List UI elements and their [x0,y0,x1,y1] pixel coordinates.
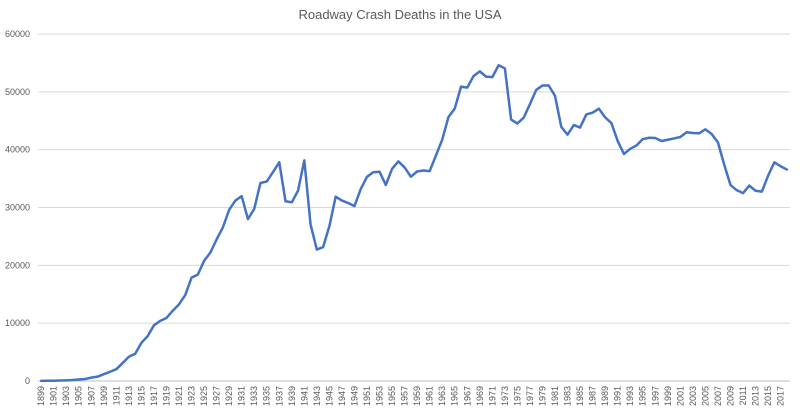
x-tick-label: 1957 [400,386,410,406]
x-tick-label: 1947 [337,386,347,406]
x-tick-label: 1953 [375,386,385,406]
x-tick-label: 1959 [412,386,422,406]
x-tick-label: 1943 [312,386,322,406]
x-tick-label: 1995 [638,386,648,406]
x-tick-label: 2005 [700,386,710,406]
x-tick-label: 2001 [675,386,685,406]
x-tick-label: 1949 [349,386,359,406]
x-tick-label: 2017 [776,386,786,406]
x-tick-label: 1913 [124,386,134,406]
x-tick-label: 2015 [763,386,773,406]
x-tick-label: 1931 [237,386,247,406]
x-tick-label: 2011 [738,386,748,405]
x-tick-label: 1955 [387,386,397,406]
x-tick-label: 1999 [663,386,673,406]
x-tick-label: 1923 [187,386,197,406]
x-tick-label: 1965 [450,386,460,406]
x-tick-label: 1967 [462,386,472,406]
x-tick-label: 1973 [500,386,510,406]
y-tick-label: 20000 [5,260,30,270]
x-tick-label: 1935 [262,386,272,406]
y-tick-label: 40000 [5,145,30,155]
x-tick-label: 1919 [161,386,171,406]
x-tick-label: 1979 [537,386,547,406]
x-tick-label: 1985 [575,386,585,406]
x-tick-label: 1901 [49,386,59,406]
x-tick-label: 1905 [74,386,84,406]
x-tick-label: 1977 [525,386,535,406]
x-tick-label: 1907 [86,386,96,406]
x-tick-label: 1903 [61,386,71,406]
x-tick-label: 1993 [625,386,635,406]
x-tick-label: 1909 [99,386,109,406]
x-tick-label: 1941 [299,386,309,406]
x-tick-label: 1989 [600,386,610,406]
x-tick-label: 1911 [111,386,121,405]
line-series [39,64,789,383]
x-tick-label: 1915 [136,386,146,406]
chart-title: Roadway Crash Deaths in the USA [298,7,501,22]
x-tick-label: 1933 [249,386,259,406]
x-tick-label: 1997 [650,386,660,406]
y-tick-label: 50000 [5,87,30,97]
x-tick-label: 1929 [224,386,234,406]
y-tick-label: 30000 [5,203,30,213]
x-tick-label: 1927 [212,386,222,406]
x-tick-label: 1917 [149,386,159,406]
x-tick-label: 2009 [725,386,735,406]
x-tick-label: 1983 [563,386,573,406]
y-tick-label: 0 [25,376,30,386]
x-tick-label: 2003 [688,386,698,406]
x-tick-label: 1925 [199,386,209,406]
x-tick-label: 1939 [287,386,297,406]
x-tick-label: 2013 [751,386,761,406]
x-tick-label: 1963 [437,386,447,406]
x-tick-label: 1945 [324,386,334,406]
y-tick-label: 60000 [5,29,30,39]
x-tick-label: 1921 [174,386,184,406]
x-tick-label: 1899 [36,386,46,406]
y-tick-label: 10000 [5,318,30,328]
x-tick-label: 1937 [274,386,284,406]
x-tick-label: 1987 [588,386,598,406]
x-tick-label: 1991 [613,386,623,406]
x-tick-label: 1971 [487,386,497,406]
x-tick-label: 1975 [512,386,522,406]
x-tick-label: 1961 [425,386,435,406]
x-tick-label: 1951 [362,386,372,406]
x-tick-label: 1981 [550,386,560,406]
x-tick-label: 1969 [475,386,485,406]
x-tick-label: 2007 [713,386,723,406]
